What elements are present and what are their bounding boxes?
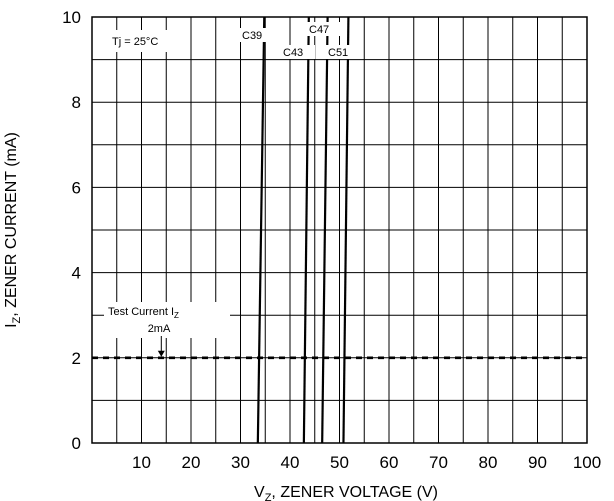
test-current-arrow-head [157, 350, 165, 357]
y-tick-label: 10 [62, 8, 81, 27]
series-label-bg [240, 28, 274, 42]
series-line-c43 [302, 16, 310, 444]
y-tick-label: 4 [72, 264, 81, 283]
x-tick-label: 70 [429, 453, 448, 472]
x-tick-label: 40 [281, 453, 300, 472]
series-label-c51: C51 [328, 47, 348, 59]
series-line-c39 [256, 16, 266, 444]
series-line-c51 [342, 16, 350, 444]
annotations: Tj = 25°C C39 C47 C43 C51 Test Current IZ 2mA [104, 22, 360, 357]
tick-labels: 10 20 30 40 50 60 70 80 90 100 0 2 4 6 8 10 [62, 8, 601, 472]
x-tick-label: 50 [330, 453, 349, 472]
x-tick-label: 60 [380, 453, 399, 472]
y-tick-label: 8 [72, 93, 81, 112]
x-tick-label: 100 [573, 453, 601, 472]
grid-lines [91, 16, 588, 444]
plot-frame [91, 16, 588, 444]
x-tick-label: 80 [479, 453, 498, 472]
series-label-bg [281, 45, 315, 59]
series-label-c43: C43 [283, 47, 303, 59]
test-current-label-bg [104, 302, 230, 338]
series-label-c39: C39 [242, 30, 262, 42]
series-label-bg [307, 22, 341, 36]
x-tick-label: 10 [132, 453, 151, 472]
test-current-label: Test Current IZ [108, 306, 179, 320]
condition-label: Tj = 25°C [112, 36, 158, 48]
x-tick-label: 20 [182, 453, 201, 472]
plot-border [91, 16, 588, 444]
y-tick-label: 0 [72, 434, 81, 453]
series-group [256, 16, 350, 444]
y-axis-label: IZ, ZENER CURRENT (mA) [3, 132, 23, 328]
condition-label-bg [104, 30, 188, 52]
series-line-c47 [321, 16, 329, 444]
x-tick-label: 30 [231, 453, 250, 472]
y-tick-label: 6 [72, 178, 81, 197]
test-current-value: 2mA [148, 323, 171, 335]
series-label-c47: C47 [309, 24, 329, 36]
x-axis-label: VZ, ZENER VOLTAGE (V) [254, 484, 438, 501]
series-label-bg [326, 45, 360, 59]
x-tick-label: 90 [528, 453, 547, 472]
y-tick-label: 2 [72, 349, 81, 368]
